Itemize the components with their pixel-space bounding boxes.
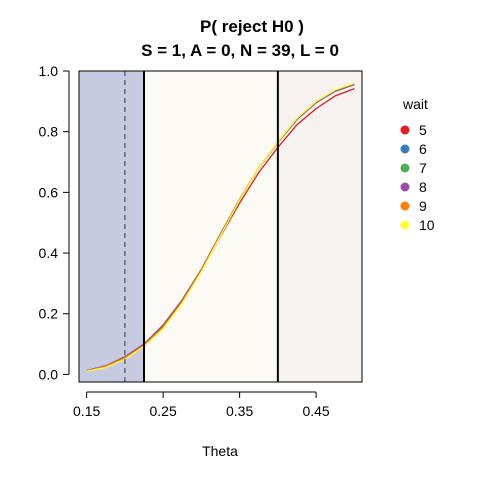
plot-frame xyxy=(78,70,363,383)
legend-label-7: 7 xyxy=(419,160,427,176)
x-axis: 0.15 0.25 0.35 0.45 xyxy=(73,391,330,419)
y-tick-label: 0.0 xyxy=(39,366,59,382)
legend-marker-10 xyxy=(400,220,410,230)
legend-label-6: 6 xyxy=(419,141,427,157)
legend-marker-9 xyxy=(400,201,410,211)
shaded-regions xyxy=(79,71,362,382)
y-tick-label: 1.0 xyxy=(39,63,59,79)
legend: 5 6 7 8 9 10 xyxy=(400,122,435,233)
legend-marker-6 xyxy=(400,144,410,154)
x-tick-label: 0.45 xyxy=(302,403,329,419)
x-tick-label: 0.35 xyxy=(226,403,253,419)
chart-subtitle: S = 1, A = 0, N = 39, L = 0 xyxy=(141,41,339,60)
legend-label-5: 5 xyxy=(419,122,427,138)
legend-marker-7 xyxy=(400,163,410,173)
region-3 xyxy=(277,71,362,382)
legend-marker-5 xyxy=(400,125,410,135)
y-tick-label: 0.6 xyxy=(39,184,59,200)
legend-label-9: 9 xyxy=(419,198,427,214)
series-line-10 xyxy=(86,82,355,373)
legend-label-8: 8 xyxy=(419,179,427,195)
region-1 xyxy=(79,71,145,382)
y-tick-label: 0.2 xyxy=(39,306,59,322)
y-tick-label: 0.4 xyxy=(39,245,59,261)
x-tick-label: 0.25 xyxy=(150,403,177,419)
legend-title: wait xyxy=(402,96,428,112)
vertical-reference-lines xyxy=(124,71,279,382)
chart-title: P( reject H0 ) xyxy=(200,17,304,36)
legend-label-10: 10 xyxy=(419,217,435,233)
region-2 xyxy=(144,71,278,382)
legend-marker-8 xyxy=(400,182,410,192)
y-axis: 0.0 0.2 0.4 0.6 0.8 1.0 xyxy=(39,63,70,382)
x-axis-label: Theta xyxy=(202,443,238,459)
series-lines xyxy=(86,82,355,373)
x-tick-label: 0.15 xyxy=(73,403,100,419)
y-tick-label: 0.8 xyxy=(39,124,59,140)
